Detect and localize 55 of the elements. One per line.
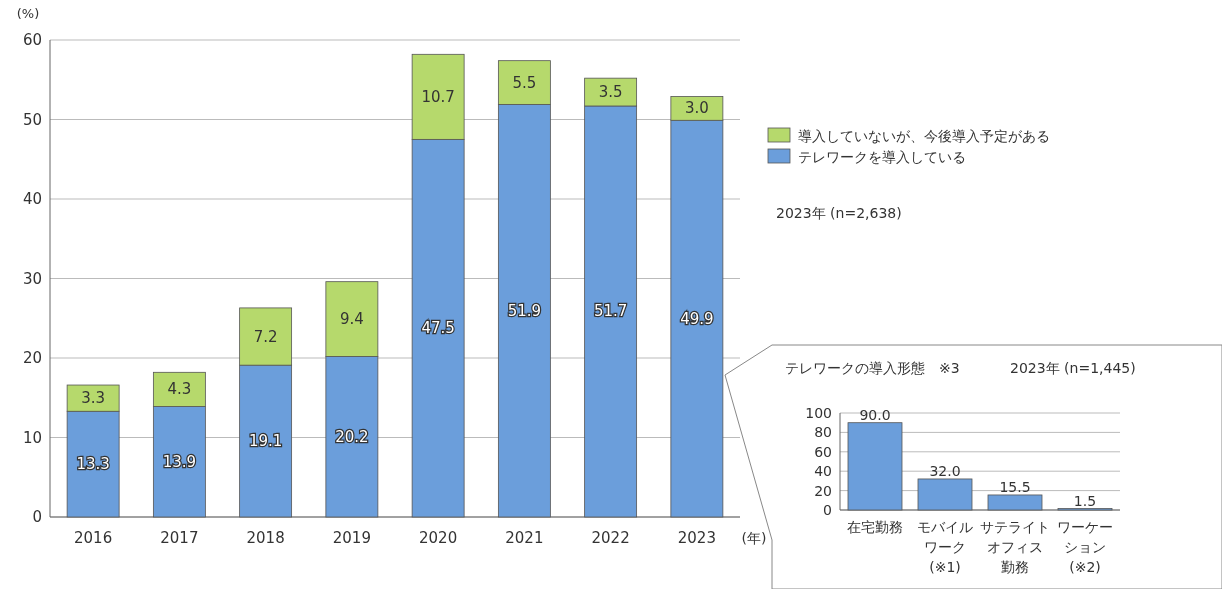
text: 13.9 — [162, 452, 197, 471]
text: 3.3 — [81, 389, 106, 408]
x-tick-label: 2022 — [591, 529, 630, 547]
y-tick-label: 40 — [22, 190, 42, 208]
x-tick-label: 2016 — [74, 529, 113, 547]
y-tick-label: 80 — [814, 424, 832, 441]
x-tick-label: 2020 — [419, 529, 458, 547]
text: 10.7 — [421, 87, 455, 106]
text: 7.2 — [253, 327, 278, 346]
y-tick-label: 20 — [814, 482, 832, 499]
data-label: 1.5 — [1073, 492, 1097, 509]
legend-label: 導入していないが、今後導入予定がある — [798, 128, 1050, 144]
text: 2023年 (n=1,445) — [1010, 360, 1136, 376]
text: 51.9 — [507, 301, 542, 320]
x-tick-label: 2019 — [332, 529, 371, 547]
y-tick-label: 10 — [22, 428, 42, 447]
text: 20.2 — [335, 427, 369, 446]
x-tick-label: モバイルワーク(※1) — [917, 519, 973, 575]
text: 19.1 — [248, 432, 283, 451]
y-tick-label: 20 — [22, 349, 42, 367]
y-tick-label: 0 — [32, 508, 42, 526]
x-tick-label: ワーケーション(※2) — [1057, 519, 1113, 575]
x-tick-label: サテライトオフィス勤務 — [980, 519, 1050, 575]
x-tick-label: 2018 — [246, 529, 285, 547]
y-tick-label: 60 — [814, 443, 832, 460]
y-tick-label: 30 — [22, 269, 42, 288]
chart-title: テレワークの導入形態 ※3 — [785, 360, 960, 376]
y-axis-title: (%) — [16, 6, 40, 21]
text: 5.5 — [512, 73, 537, 92]
x-tick-label: 2021 — [505, 529, 544, 547]
data-label: 15.5 — [999, 478, 1031, 495]
y-tick-label: 100 — [805, 405, 832, 421]
text: 2023年 (n=2,638) — [776, 205, 902, 221]
text: 4.3 — [167, 380, 192, 399]
data-label: 90.0 — [859, 406, 891, 423]
bar — [847, 422, 903, 511]
x-tick-label: 2017 — [160, 529, 199, 547]
text: 49.9 — [680, 309, 714, 328]
text: 3.0 — [684, 99, 709, 118]
y-tick-label: 60 — [22, 31, 42, 49]
y-tick-label: 50 — [22, 110, 42, 129]
legend-label: テレワークを導入している — [798, 149, 966, 165]
x-tick-label: 2023 — [677, 529, 716, 547]
x-tick-label: 在宅勤務 — [847, 519, 903, 535]
text: 47.5 — [421, 319, 455, 338]
bar — [917, 478, 973, 511]
text: 3.5 — [598, 83, 623, 102]
text: 13.3 — [76, 455, 110, 474]
y-tick-label: 40 — [814, 463, 832, 480]
data-label: 32.0 — [929, 462, 961, 479]
x-axis-title: (年) — [741, 530, 767, 546]
text: 51.7 — [593, 302, 628, 321]
bar — [987, 494, 1043, 511]
y-tick-label: 0 — [823, 502, 832, 518]
text: 9.4 — [339, 310, 364, 329]
